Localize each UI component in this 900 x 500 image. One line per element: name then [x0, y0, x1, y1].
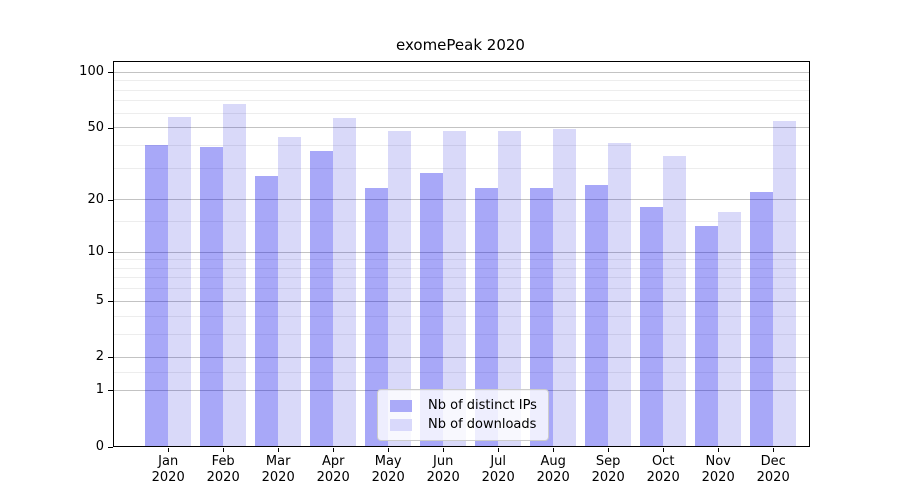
- minor-gridline: [114, 333, 809, 335]
- minor-gridline: [114, 89, 809, 91]
- minor-gridline: [114, 144, 809, 146]
- x-tick-mark: [553, 448, 555, 452]
- bar-distinct-ips-apr: [309, 151, 333, 446]
- y-tick-label: 100: [79, 64, 104, 80]
- major-gridline: [114, 251, 809, 253]
- minor-gridline: [114, 288, 809, 290]
- legend-label-downloads: Nb of downloads: [428, 417, 537, 432]
- x-tick-mark: [498, 448, 500, 452]
- legend: Nb of distinct IPs Nb of downloads: [377, 389, 549, 441]
- y-tick-mark: [108, 301, 113, 303]
- x-tick-label-nov: Nov 2020: [701, 454, 735, 485]
- legend-label-distinct-ips: Nb of distinct IPs: [428, 398, 537, 413]
- x-tick-mark: [333, 448, 335, 452]
- legend-swatch-downloads: [390, 418, 412, 431]
- minor-gridline: [114, 167, 809, 169]
- bar-distinct-ips-feb: [199, 146, 223, 446]
- y-tick-mark: [108, 390, 113, 392]
- minor-gridline: [114, 221, 809, 223]
- bar-distinct-ips-nov: [694, 226, 718, 446]
- x-tick-label-apr: Apr 2020: [316, 454, 350, 485]
- major-gridline: [114, 300, 809, 302]
- x-tick-label-may: May 2020: [371, 454, 405, 485]
- x-tick-label-jul: Jul 2020: [481, 454, 515, 485]
- minor-gridline: [114, 112, 809, 114]
- y-tick-mark: [108, 199, 113, 201]
- bar-downloads-jun: [442, 130, 466, 446]
- y-tick-label: 50: [87, 119, 104, 135]
- x-tick-label-feb: Feb 2020: [206, 454, 240, 485]
- minor-gridline: [114, 100, 809, 102]
- minor-gridline: [114, 371, 809, 373]
- major-gridline: [114, 199, 809, 201]
- bar-distinct-ips-may: [364, 188, 388, 446]
- y-tick-label: 0: [95, 438, 104, 454]
- bar-downloads-dec: [772, 121, 796, 446]
- minor-gridline: [114, 267, 809, 269]
- y-tick-mark: [108, 252, 113, 254]
- x-tick-mark: [223, 448, 225, 452]
- y-tick-label: 2: [95, 349, 104, 365]
- x-tick-mark: [388, 448, 390, 452]
- y-tick-mark: [108, 127, 113, 129]
- x-tick-label-aug: Aug 2020: [536, 454, 570, 485]
- minor-gridline: [114, 259, 809, 261]
- bar-distinct-ips-jul: [474, 188, 498, 446]
- bar-downloads-mar: [277, 137, 301, 446]
- y-tick-label: 1: [95, 382, 104, 398]
- bar-distinct-ips-jun: [419, 173, 443, 446]
- major-gridline: [114, 71, 809, 73]
- bar-downloads-nov: [717, 211, 741, 446]
- bar-distinct-ips-jan: [144, 144, 168, 446]
- bar-downloads-may: [387, 130, 411, 446]
- plot-area: Nb of distinct IPs Nb of downloads: [113, 61, 810, 447]
- bar-downloads-jan: [167, 116, 191, 446]
- y-tick-mark: [108, 446, 113, 448]
- x-tick-label-sep: Sep 2020: [591, 454, 625, 485]
- bar-distinct-ips-oct: [639, 207, 663, 446]
- x-tick-mark: [443, 448, 445, 452]
- legend-item-downloads: Nb of downloads: [386, 415, 540, 434]
- major-gridline: [114, 127, 809, 129]
- y-tick-label: 5: [95, 293, 104, 309]
- x-tick-mark: [608, 448, 610, 452]
- bar-distinct-ips-dec: [749, 191, 773, 446]
- x-tick-mark: [718, 448, 720, 452]
- bar-distinct-ips-sep: [584, 185, 608, 446]
- y-tick-label: 20: [87, 191, 104, 207]
- minor-gridline: [114, 80, 809, 82]
- x-tick-label-oct: Oct 2020: [646, 454, 680, 485]
- chart-title: exomePeak 2020: [396, 36, 525, 54]
- bar-distinct-ips-aug: [529, 188, 553, 446]
- bar-downloads-aug: [552, 128, 576, 446]
- bar-downloads-oct: [662, 155, 686, 446]
- x-tick-label-mar: Mar 2020: [261, 454, 295, 485]
- minor-gridline: [114, 315, 809, 317]
- bar-downloads-jul: [497, 130, 521, 446]
- legend-swatch-distinct-ips: [390, 399, 412, 412]
- x-tick-mark: [663, 448, 665, 452]
- legend-item-distinct-ips: Nb of distinct IPs: [386, 396, 540, 415]
- bar-distinct-ips-mar: [254, 175, 278, 446]
- bar-downloads-apr: [332, 118, 356, 446]
- bar-downloads-feb: [222, 103, 246, 446]
- x-tick-mark: [168, 448, 170, 452]
- x-tick-mark: [278, 448, 280, 452]
- bar-downloads-sep: [607, 143, 631, 446]
- x-tick-label-dec: Dec 2020: [756, 454, 790, 485]
- y-tick-label: 10: [87, 244, 104, 260]
- minor-gridline: [114, 277, 809, 279]
- x-tick-label-jan: Jan 2020: [151, 454, 185, 485]
- x-tick-label-jun: Jun 2020: [426, 454, 460, 485]
- x-tick-mark: [773, 448, 775, 452]
- major-gridline: [114, 356, 809, 358]
- y-tick-mark: [108, 72, 113, 74]
- y-tick-mark: [108, 357, 113, 359]
